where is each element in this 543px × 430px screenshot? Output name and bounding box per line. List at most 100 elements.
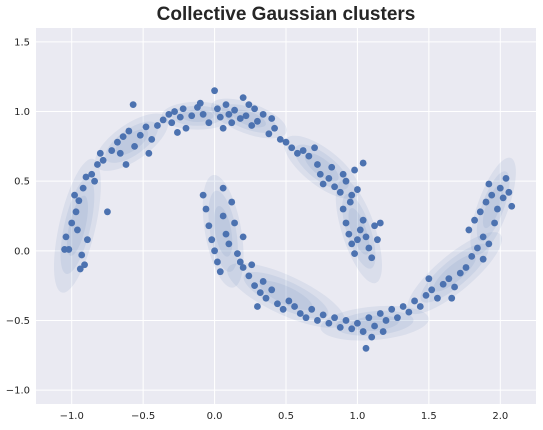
data-point [234, 250, 241, 257]
data-point [496, 184, 504, 192]
cluster-ellipse [53, 158, 101, 293]
data-point [494, 205, 501, 213]
data-point [462, 264, 470, 271]
data-point [108, 147, 116, 154]
data-point [471, 216, 478, 224]
x-tick-label: 0.5 [278, 411, 294, 422]
data-point [339, 205, 347, 213]
data-point [314, 317, 321, 324]
data-point [75, 197, 83, 205]
data-point [159, 116, 167, 124]
data-point [348, 191, 356, 199]
data-point [259, 110, 267, 118]
data-point [114, 138, 121, 146]
data-point [239, 264, 247, 271]
data-point [488, 191, 496, 199]
data-point [219, 212, 227, 220]
data-point [499, 194, 507, 202]
data-point [199, 191, 207, 199]
data-point [351, 166, 358, 174]
data-point [468, 252, 476, 260]
data-point [362, 344, 370, 352]
data-point [248, 122, 256, 129]
data-point [251, 282, 258, 290]
data-point [382, 317, 390, 324]
data-point [248, 261, 256, 269]
y-tick-label: 0.5 [14, 177, 30, 188]
data-point [348, 325, 356, 333]
data-point [474, 244, 481, 252]
data-point [394, 314, 401, 322]
data-point [125, 127, 133, 135]
data-point [368, 254, 376, 262]
data-point [96, 149, 104, 157]
data-point [88, 170, 96, 178]
data-point [502, 175, 510, 182]
data-point [119, 133, 127, 141]
y-tick-label: −0.5 [6, 316, 30, 327]
data-point [136, 131, 144, 139]
data-point [379, 328, 387, 335]
data-point [376, 310, 384, 317]
data-point [456, 269, 464, 277]
data-point [336, 188, 344, 196]
data-point [199, 110, 207, 118]
y-tick-label: 0.0 [14, 246, 30, 257]
data-point [479, 255, 487, 263]
data-point [228, 119, 236, 127]
data-point [448, 294, 456, 302]
data-point [282, 138, 290, 146]
cluster-ellipse [482, 184, 504, 229]
data-point [311, 144, 318, 152]
data-point [265, 130, 273, 138]
data-point [262, 294, 270, 302]
data-point [211, 247, 218, 255]
x-tick-label: 1.0 [349, 411, 365, 422]
data-point [368, 333, 376, 341]
chart-title: Collective Gaussian clusters [157, 4, 416, 25]
data-point [211, 87, 218, 95]
data-point [291, 303, 298, 310]
data-point [62, 233, 70, 241]
data-point [359, 328, 367, 335]
data-point [231, 219, 238, 227]
data-point [81, 261, 88, 269]
data-point [288, 144, 296, 152]
data-point [485, 240, 493, 248]
data-point [142, 123, 150, 131]
x-tick-labels: −1.0 −0.5 0.0 0.5 1.0 1.5 2.0 [60, 411, 509, 422]
data-point [205, 119, 213, 127]
data-point [225, 240, 233, 248]
data-point [325, 175, 333, 182]
data-point [182, 124, 190, 132]
x-tick-label: −1.0 [60, 411, 84, 422]
data-point [222, 230, 230, 238]
data-point [268, 115, 276, 122]
data-point [208, 236, 216, 244]
data-point [374, 236, 381, 244]
data-point [214, 105, 221, 113]
data-point [222, 101, 230, 108]
data-point [342, 317, 350, 324]
y-tick-label: −1.0 [6, 386, 30, 397]
y-tick-label: 1.5 [14, 37, 30, 48]
cluster-ellipse [304, 153, 339, 182]
data-point [356, 226, 364, 234]
y-tick-labels: −1.0 −0.5 0.0 0.5 1.0 1.5 [6, 37, 30, 396]
data-point [508, 202, 516, 210]
data-point [188, 112, 196, 120]
points [61, 87, 516, 352]
data-point [91, 177, 98, 185]
data-point [314, 161, 321, 168]
data-point [405, 308, 413, 316]
data-point [331, 314, 338, 322]
data-point [271, 124, 278, 132]
cluster-ellipse [470, 157, 516, 255]
data-point [176, 113, 184, 121]
data-point [354, 319, 361, 327]
data-point [154, 122, 161, 129]
data-point [279, 305, 287, 313]
data-point [239, 94, 247, 102]
data-point [202, 205, 210, 213]
data-point [345, 230, 353, 238]
